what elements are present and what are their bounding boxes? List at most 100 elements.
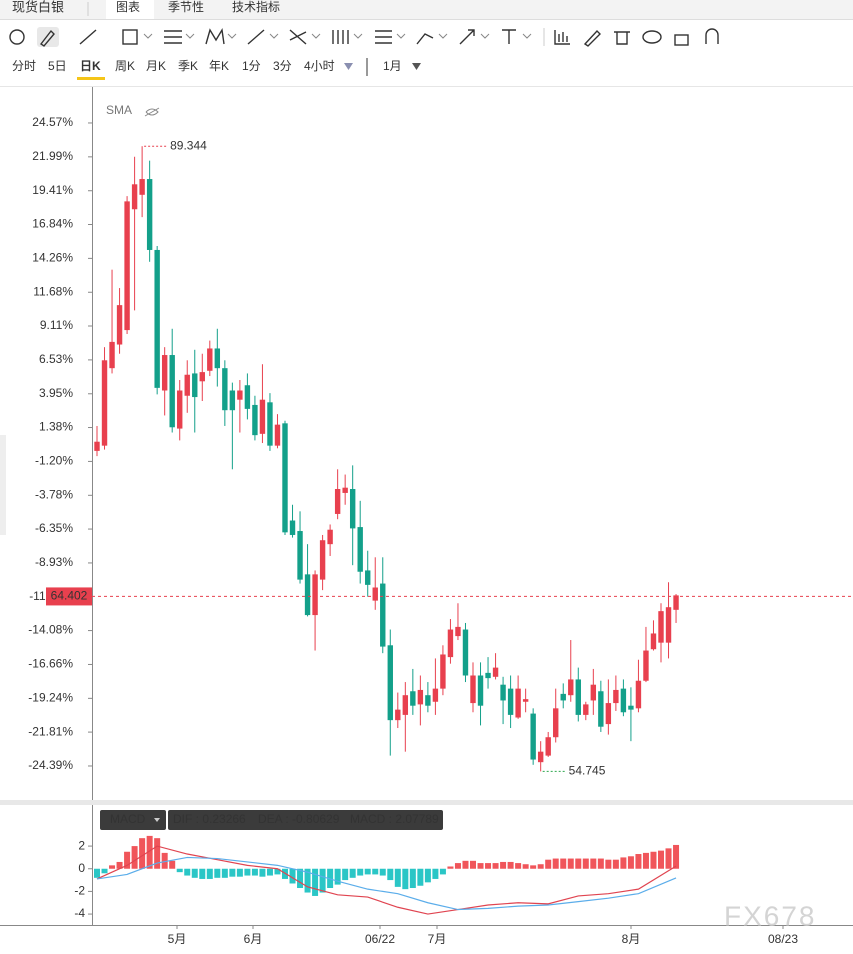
timeframe[interactable]: 分时 <box>12 59 36 73</box>
macd-bar <box>447 866 454 869</box>
candle-body <box>492 667 499 677</box>
candle-body <box>109 341 115 369</box>
y-tick-label: 9.11% <box>40 318 73 332</box>
macd-bar <box>409 868 416 889</box>
candle-body <box>560 693 566 701</box>
tool-icon[interactable] <box>122 29 138 45</box>
macd-bar <box>462 860 469 869</box>
candle-body <box>116 305 123 345</box>
macd-bar <box>432 868 439 879</box>
tool-icon[interactable] <box>502 29 516 44</box>
candle-body <box>598 691 604 727</box>
candle-body <box>613 689 619 704</box>
tool-icon[interactable] <box>289 29 307 45</box>
macd-bar <box>154 838 161 869</box>
macd-line <box>96 856 677 911</box>
tool-icon[interactable] <box>205 27 225 45</box>
macd-bar <box>612 859 619 869</box>
tool-icon[interactable] <box>583 29 601 47</box>
candle-body <box>349 488 356 529</box>
timeframe[interactable]: 1分 <box>242 59 261 73</box>
tab[interactable]: 图表 <box>116 0 140 14</box>
candle-body <box>590 684 597 701</box>
candle-body <box>462 629 469 676</box>
tool-icon[interactable] <box>39 29 55 47</box>
timeframe[interactable]: 年K <box>209 59 229 73</box>
candle-body <box>274 424 281 446</box>
candle-body <box>192 373 198 398</box>
tool-icon[interactable] <box>705 28 719 44</box>
macd-bar <box>417 868 424 886</box>
timeframe[interactable]: 3分 <box>273 59 292 73</box>
macd-bar <box>620 857 627 869</box>
candle-body <box>342 487 348 493</box>
candle-body <box>500 684 506 701</box>
macd-bar <box>274 868 281 875</box>
timeframe[interactable]: 日K <box>80 59 101 73</box>
y-tick-label: -3.78% <box>35 487 73 501</box>
macd-bar <box>229 868 236 877</box>
tool-icon[interactable] <box>642 30 662 44</box>
tool-icon[interactable] <box>416 33 434 45</box>
candle-body <box>169 355 175 428</box>
tab-bar <box>0 0 853 19</box>
range-select[interactable]: 1月 <box>383 59 402 73</box>
macd-tag[interactable] <box>100 810 166 830</box>
timeframe[interactable]: 5日 <box>48 59 67 73</box>
macd-bar <box>251 868 258 876</box>
tool-icon[interactable] <box>164 30 182 44</box>
tool-icon[interactable] <box>79 29 97 45</box>
tool-icon[interactable] <box>375 30 392 44</box>
macd-bar <box>665 848 672 869</box>
macd-bar <box>191 868 198 878</box>
macd-bar <box>304 868 311 893</box>
candle-body <box>372 587 378 601</box>
x-tick-label: 5月 <box>168 932 187 946</box>
tool-icon[interactable] <box>459 29 475 45</box>
tool-icon[interactable] <box>9 29 25 45</box>
dropdown-arrow[interactable] <box>412 63 421 70</box>
toolbar <box>9 27 719 47</box>
macd-bar <box>650 851 657 869</box>
candle-body <box>365 570 371 585</box>
tab[interactable]: 技术指标 <box>232 0 280 14</box>
active-tab-bg <box>106 0 154 19</box>
macd-bar <box>214 868 221 878</box>
candle-body <box>304 574 311 616</box>
timeframe[interactable]: 4小时 <box>304 59 335 73</box>
tool-icon[interactable] <box>674 34 689 46</box>
macd-bar <box>424 868 431 883</box>
macd-bar <box>266 868 273 876</box>
macd-bar <box>537 864 544 869</box>
candle-body <box>447 629 454 658</box>
candle-body <box>222 368 228 411</box>
candle-body <box>530 713 536 760</box>
tool-icon[interactable] <box>554 30 570 45</box>
dropdown-arrow[interactable] <box>344 63 353 70</box>
candle-body <box>214 348 221 369</box>
candle-body <box>259 399 266 434</box>
macd-bar <box>319 868 326 893</box>
macd-bar <box>582 858 589 869</box>
y-tick-label: 2 <box>78 838 85 852</box>
x-tick-label: 8月 <box>622 932 641 946</box>
timeframe[interactable]: 周K <box>115 59 135 73</box>
tool-icon[interactable] <box>614 31 630 45</box>
candle-body <box>537 751 544 763</box>
indicator-label: SMA <box>106 103 132 117</box>
macd-bar <box>507 861 514 869</box>
macd-bar <box>124 851 131 869</box>
timeframe[interactable]: 季K <box>178 59 198 73</box>
readout: DIF : 0.23266 <box>173 812 246 826</box>
hide-icon[interactable] <box>144 107 160 117</box>
candle-body <box>568 679 574 696</box>
side-handle[interactable] <box>0 435 6 535</box>
tab[interactable]: 季节性 <box>168 0 204 14</box>
candle-body <box>327 529 333 545</box>
tool-icon[interactable] <box>332 30 349 44</box>
tool-icon[interactable] <box>247 29 265 45</box>
candle-body <box>507 688 514 715</box>
timeframe[interactable]: 月K <box>146 59 166 73</box>
candle-body <box>545 737 551 756</box>
